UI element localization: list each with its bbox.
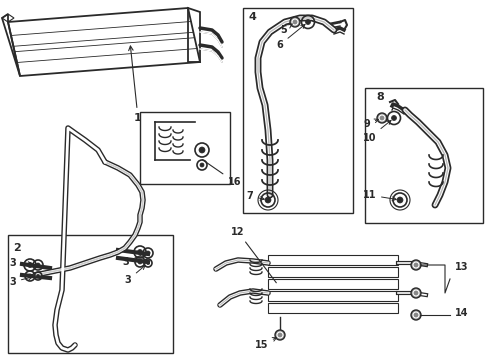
Bar [243, 8, 353, 213]
Circle shape [27, 262, 32, 267]
Circle shape [138, 260, 142, 264]
Bar [268, 255, 398, 265]
Circle shape [397, 197, 403, 203]
Bar [268, 279, 398, 289]
Text: 7: 7 [246, 191, 264, 201]
Circle shape [411, 260, 421, 270]
Circle shape [305, 19, 311, 24]
Text: 4: 4 [248, 12, 256, 22]
Circle shape [275, 330, 285, 340]
Text: 3: 3 [124, 266, 145, 285]
Text: 11: 11 [363, 190, 396, 201]
Circle shape [411, 310, 421, 320]
Circle shape [377, 113, 387, 123]
Circle shape [36, 263, 40, 267]
Circle shape [199, 147, 205, 153]
Circle shape [36, 274, 40, 278]
Circle shape [290, 17, 300, 27]
Text: 9: 9 [363, 119, 378, 129]
Circle shape [200, 163, 204, 167]
Circle shape [146, 251, 150, 255]
Text: 12: 12 [231, 227, 276, 283]
Text: 6: 6 [276, 24, 305, 50]
Text: 1: 1 [129, 46, 142, 123]
Text: 10: 10 [363, 121, 391, 143]
Text: 14: 14 [455, 308, 468, 318]
Circle shape [28, 274, 32, 278]
Circle shape [411, 288, 421, 298]
Text: 16: 16 [202, 159, 242, 187]
Text: 5: 5 [280, 24, 292, 35]
Circle shape [138, 249, 143, 255]
Text: 15: 15 [254, 338, 276, 350]
Text: 3: 3 [122, 253, 145, 267]
Bar [140, 112, 230, 184]
Circle shape [392, 116, 396, 121]
Text: 13: 13 [455, 262, 468, 272]
Bar [8, 235, 173, 353]
Circle shape [265, 197, 271, 203]
Text: 3: 3 [9, 276, 32, 287]
Text: 2: 2 [13, 243, 21, 253]
Bar [268, 267, 398, 277]
Bar [365, 88, 483, 223]
Text: 8: 8 [376, 92, 384, 102]
Text: 3: 3 [9, 258, 32, 268]
Bar [268, 291, 398, 301]
Circle shape [147, 261, 149, 265]
Bar [268, 303, 398, 313]
